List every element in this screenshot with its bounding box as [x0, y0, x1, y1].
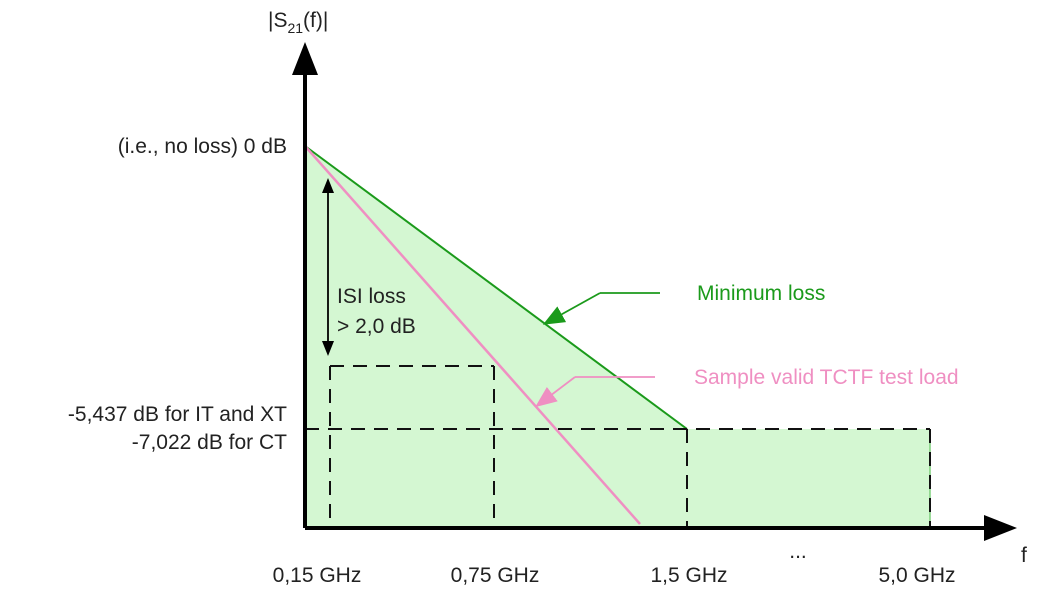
allowed-loss-region [305, 146, 930, 528]
minimum-loss-line [304, 145, 688, 430]
x-axis-title: f [1021, 544, 1027, 567]
x-tick-50-ghz: 5,0 GHz [878, 564, 955, 587]
y-tick-ct: -7,022 dB for CT [132, 431, 287, 454]
isi-loss-value: > 2,0 dB [337, 315, 416, 338]
minimum-loss-pointer [542, 292, 601, 325]
y-tick-it-xt: -5,437 dB for IT and XT [68, 403, 287, 426]
x-tick-15-ghz: 1,5 GHz [650, 564, 727, 587]
y-axis-title: |S21(f)| [268, 9, 328, 36]
dashed-guides [305, 365, 931, 528]
x-tick-015-ghz: 0,15 GHz [273, 564, 362, 587]
x-axis-ellipsis: ... [789, 540, 807, 563]
sample-load-pointer [535, 376, 576, 408]
sample-load-label: Sample valid TCTF test load [694, 366, 959, 389]
x-axis-arrowhead [984, 515, 1017, 541]
x-tick-075-ghz: 0,75 GHz [451, 564, 540, 587]
isi-loss-label: ISI loss [337, 285, 406, 308]
minimum-loss-label: Minimum loss [697, 282, 825, 305]
sample-load-line [304, 145, 641, 525]
y-tick-zero-db: (i.e., no loss) 0 dB [118, 135, 287, 158]
y-axis-arrowhead [292, 42, 318, 75]
isi-double-arrow [322, 178, 334, 356]
